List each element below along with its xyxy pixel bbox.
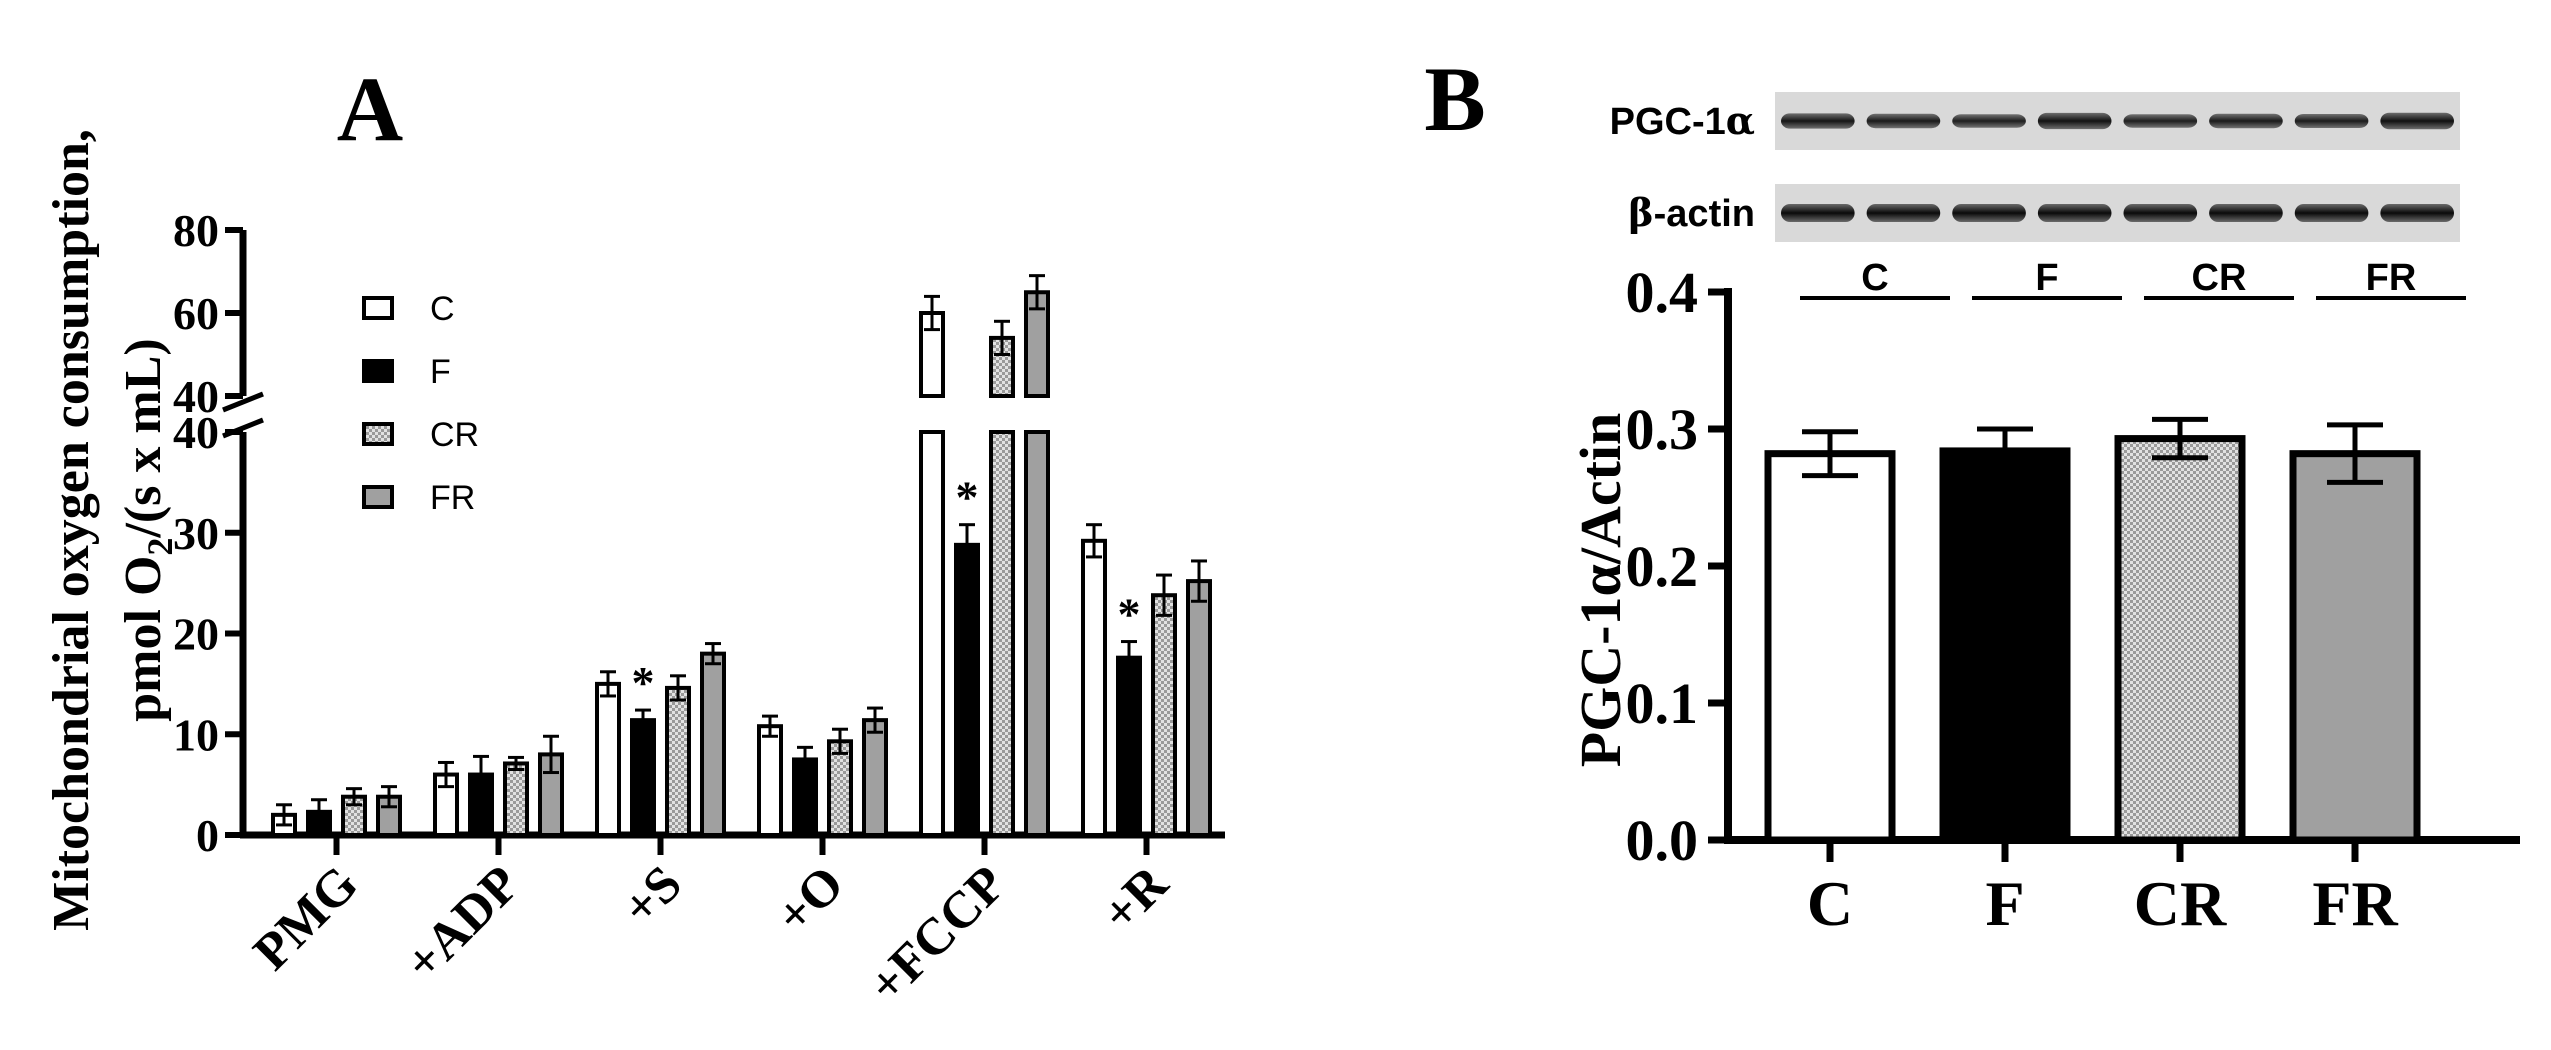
y-tick-label: 30 <box>173 508 219 559</box>
bar-C-+FCCP <box>919 430 945 837</box>
blot-band <box>1781 113 1855 129</box>
panel-b-bars <box>1764 416 2421 844</box>
bar-F <box>1939 447 2071 844</box>
blot-band <box>1781 204 1855 222</box>
blot-row-label-greek: β <box>1628 190 1653 235</box>
y-tick-label: 40 <box>173 371 219 422</box>
y-tick-label: 10 <box>173 709 219 760</box>
bar-CR-+O <box>827 739 853 837</box>
panel-a-legend: CF CR FR <box>362 290 479 517</box>
legend-label-FR: FR <box>430 479 475 517</box>
bar-C-+S <box>595 681 621 837</box>
bar-C-+R <box>1081 538 1107 837</box>
panel-b-ylabel: PGC-1α/Actin <box>1568 413 1633 768</box>
panel-a-ylabel-line1: Mitochondrial oxygen consumption, <box>43 129 100 931</box>
x-tick-label: +FCCP <box>858 855 1017 1014</box>
legend-label-F: F <box>430 353 451 391</box>
legend-swatch-FR <box>362 485 394 509</box>
panel-a-ylabel-line2: pmol O2/(s x mL) <box>115 338 180 721</box>
bar-FR-+S <box>700 651 726 838</box>
blot-row-label-greek: α <box>1726 98 1755 143</box>
significance-star: * <box>956 472 979 523</box>
blot-band <box>1866 113 1941 129</box>
x-tick-label: PMG <box>243 855 369 981</box>
bar-C <box>1764 450 1896 844</box>
y-tick-label: 0.4 <box>1626 260 1699 325</box>
legend-swatch-C <box>362 296 394 320</box>
blot-group-label: FR <box>2366 257 2417 299</box>
x-tick-label: CR <box>2134 868 2227 939</box>
blot-band <box>2037 112 2112 130</box>
blot-group-label: F <box>2035 257 2058 299</box>
legend-label-C: C <box>430 290 455 328</box>
legend-swatch-F <box>362 359 394 383</box>
blot-band <box>1866 204 1941 222</box>
blot-band <box>2380 204 2454 222</box>
bar-C-+O <box>757 724 783 837</box>
blot-row-label: PGC-1α <box>1610 98 1755 143</box>
panel-a: A Mitochondrial oxygen consumption, pmol… <box>43 58 1225 1014</box>
western-blot: PGC-1α β-actin C F CR FR <box>1610 92 2466 300</box>
x-tick-label: FR <box>2312 868 2398 939</box>
blot-row-label-part: PGC-1 <box>1610 101 1726 143</box>
x-tick-label: +S <box>611 855 693 937</box>
bar-FR-+O <box>862 718 888 838</box>
significance-star: * <box>1118 589 1141 640</box>
blot-row-label-part: -actin <box>1654 193 1755 235</box>
bar-FR-+FCCP <box>1024 430 1050 837</box>
blot-band <box>2209 204 2283 222</box>
legend-label-CR: CR <box>430 416 479 454</box>
y-tick-label: 60 <box>173 288 219 339</box>
axis-break-mark <box>222 391 264 413</box>
bar-CR-+S <box>665 685 691 838</box>
y-tick-label: 0.2 <box>1626 534 1699 599</box>
bar-CR-+FCCP <box>989 430 1015 837</box>
x-tick-label: C <box>1807 868 1853 939</box>
legend-swatch-CR <box>362 422 394 446</box>
blot-band <box>2294 113 2369 129</box>
y-tick-label: 0.3 <box>1626 397 1699 462</box>
blot-band <box>2123 204 2198 222</box>
x-tick-label: +ADP <box>394 855 531 992</box>
y-tick-label: 20 <box>173 609 219 660</box>
x-tick-label: +R <box>1091 854 1180 943</box>
panel-label-b: B <box>1424 48 1485 150</box>
bar-FR-+R <box>1186 579 1212 837</box>
bar-CR-+R <box>1151 593 1177 838</box>
x-tick-label: F <box>1985 868 2024 939</box>
y-tick-label: 0 <box>196 810 219 861</box>
panel-a-bars: * * * <box>271 274 1212 838</box>
y-tick-label: 0.1 <box>1626 671 1699 736</box>
blot-band <box>2037 204 2112 222</box>
bar-CR <box>2114 435 2246 844</box>
significance-star: * <box>632 657 655 708</box>
panel-label-a: A <box>337 58 403 160</box>
blot-group-label: CR <box>2192 257 2247 299</box>
blot-band <box>2294 204 2369 222</box>
blot-band <box>1952 114 2026 128</box>
blot-band <box>1952 204 2026 222</box>
blot-band <box>2123 114 2198 128</box>
x-tick-label: +O <box>765 855 855 945</box>
bar-FR <box>2289 450 2421 844</box>
blot-group-label: C <box>1861 257 1888 299</box>
bar-F-+FCCP <box>954 542 980 838</box>
y-tick-label: 0.0 <box>1626 808 1699 873</box>
panel-b: B PGC-1α β-actin C F CR FR PGC-1α/Actin 0.0 0.… <box>1424 48 2520 939</box>
y-tick-label: 40 <box>173 407 219 458</box>
blot-row-label: β-actin <box>1628 190 1755 235</box>
blot-band <box>2209 113 2283 129</box>
bar-CR-+ADP <box>503 761 529 838</box>
blot-band <box>2380 112 2454 130</box>
y-tick-label: 80 <box>173 205 219 256</box>
bar-F-+R <box>1116 655 1142 837</box>
bar-F-+S <box>630 718 656 838</box>
